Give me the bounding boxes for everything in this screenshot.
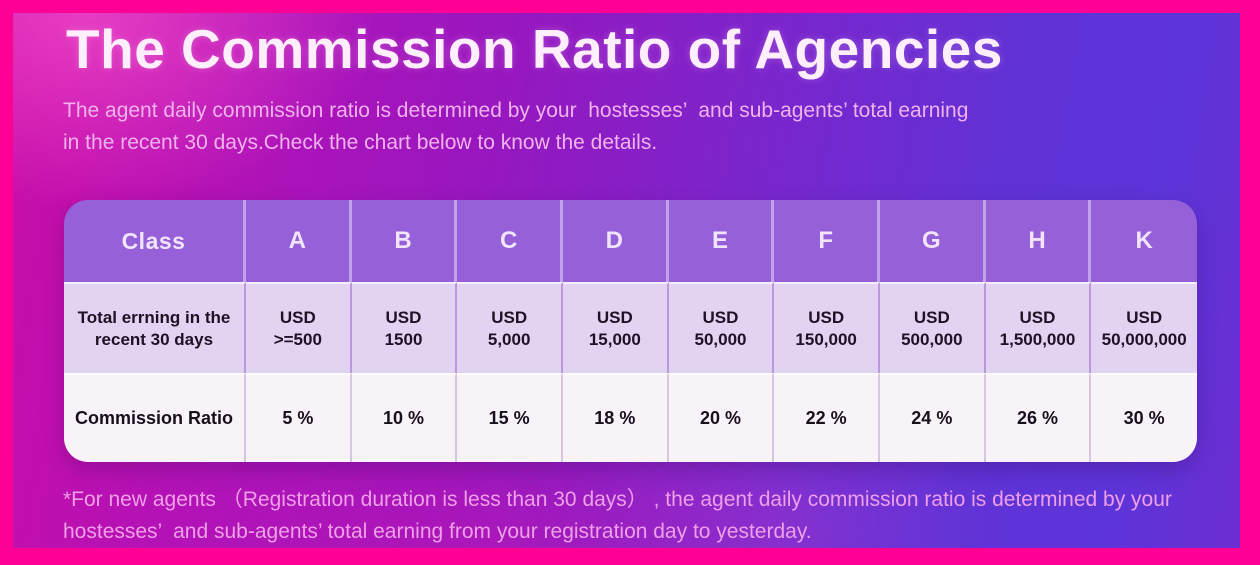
earning-amount: >=500 xyxy=(273,330,322,349)
header-class-d: D xyxy=(562,200,669,282)
currency-label: USD xyxy=(808,308,845,327)
ratio-value-h: 26 % xyxy=(985,373,1092,462)
header-class: Class xyxy=(64,200,246,282)
earning-value-g: USD 500,000 xyxy=(879,282,986,373)
footnote-line-2: hostesses’ and sub-agents’ total earning… xyxy=(63,520,812,543)
earning-value-e: USD 50,000 xyxy=(668,282,775,373)
subtitle-line-2: in the recent 30 days.Check the chart be… xyxy=(63,131,658,154)
earning-value-f: USD 150,000 xyxy=(774,282,880,373)
earning-amount: 150,000 xyxy=(795,330,857,349)
earning-value-h: USD 1,500,000 xyxy=(985,282,1092,373)
ratio-value-b: 10 % xyxy=(351,373,458,462)
commission-table: Class A B C D E F G H K Total errning in… xyxy=(64,200,1197,462)
earning-amount: 1500 xyxy=(384,330,423,349)
footnote-line-1: *For new agents （Registration duration i… xyxy=(63,488,1172,511)
currency-label: USD xyxy=(1126,308,1163,327)
ratio-value-c: 15 % xyxy=(457,373,563,462)
earning-label-line-2: recent 30 days xyxy=(94,330,214,349)
earning-value-a: USD >=500 xyxy=(246,282,352,373)
earning-amount: 50,000 xyxy=(694,330,747,349)
currency-label: USD xyxy=(596,308,633,327)
header-class-h: H xyxy=(985,200,1092,282)
gradient-panel: The Commission Ratio of Agencies The age… xyxy=(13,13,1240,548)
page-title: The Commission Ratio of Agencies xyxy=(66,18,1003,80)
header-class-b: B xyxy=(351,200,458,282)
currency-label: USD xyxy=(385,308,422,327)
ratio-value-d: 18 % xyxy=(562,373,669,462)
header-class-e: E xyxy=(668,200,775,282)
header-class-g: G xyxy=(879,200,986,282)
header-class-a: A xyxy=(246,200,352,282)
commission-table-grid: Class A B C D E F G H K Total errning in… xyxy=(64,200,1197,462)
currency-label: USD xyxy=(913,308,950,327)
header-class-c: C xyxy=(457,200,563,282)
earning-value-c: USD 5,000 xyxy=(457,282,563,373)
ratio-row-label: Commission Ratio xyxy=(64,373,246,462)
currency-label: USD xyxy=(702,308,739,327)
currency-label: USD xyxy=(491,308,528,327)
currency-label: USD xyxy=(279,308,316,327)
earning-row-label: Total errning in the recent 30 days xyxy=(64,282,246,373)
ratio-value-a: 5 % xyxy=(246,373,352,462)
header-class-k: K xyxy=(1091,200,1197,282)
earning-value-k: USD 50,000,000 xyxy=(1091,282,1197,373)
earning-amount: 50,000,000 xyxy=(1101,330,1187,349)
earning-value-d: USD 15,000 xyxy=(562,282,669,373)
ratio-value-g: 24 % xyxy=(879,373,986,462)
earning-amount: 5,000 xyxy=(487,330,531,349)
ratio-value-k: 30 % xyxy=(1091,373,1197,462)
earning-label-line-1: Total errning in the xyxy=(77,308,231,327)
page-subtitle: The agent daily commission ratio is dete… xyxy=(63,95,968,159)
earning-amount: 500,000 xyxy=(901,330,963,349)
header-class-f: F xyxy=(774,200,880,282)
subtitle-line-1: The agent daily commission ratio is dete… xyxy=(63,99,969,122)
currency-label: USD xyxy=(1019,308,1056,327)
earning-amount: 1,500,000 xyxy=(999,330,1076,349)
ratio-value-f: 22 % xyxy=(774,373,880,462)
footnote: *For new agents （Registration duration i… xyxy=(63,484,1172,548)
ratio-value-e: 20 % xyxy=(668,373,775,462)
earning-value-b: USD 1500 xyxy=(351,282,458,373)
earning-amount: 15,000 xyxy=(588,330,641,349)
